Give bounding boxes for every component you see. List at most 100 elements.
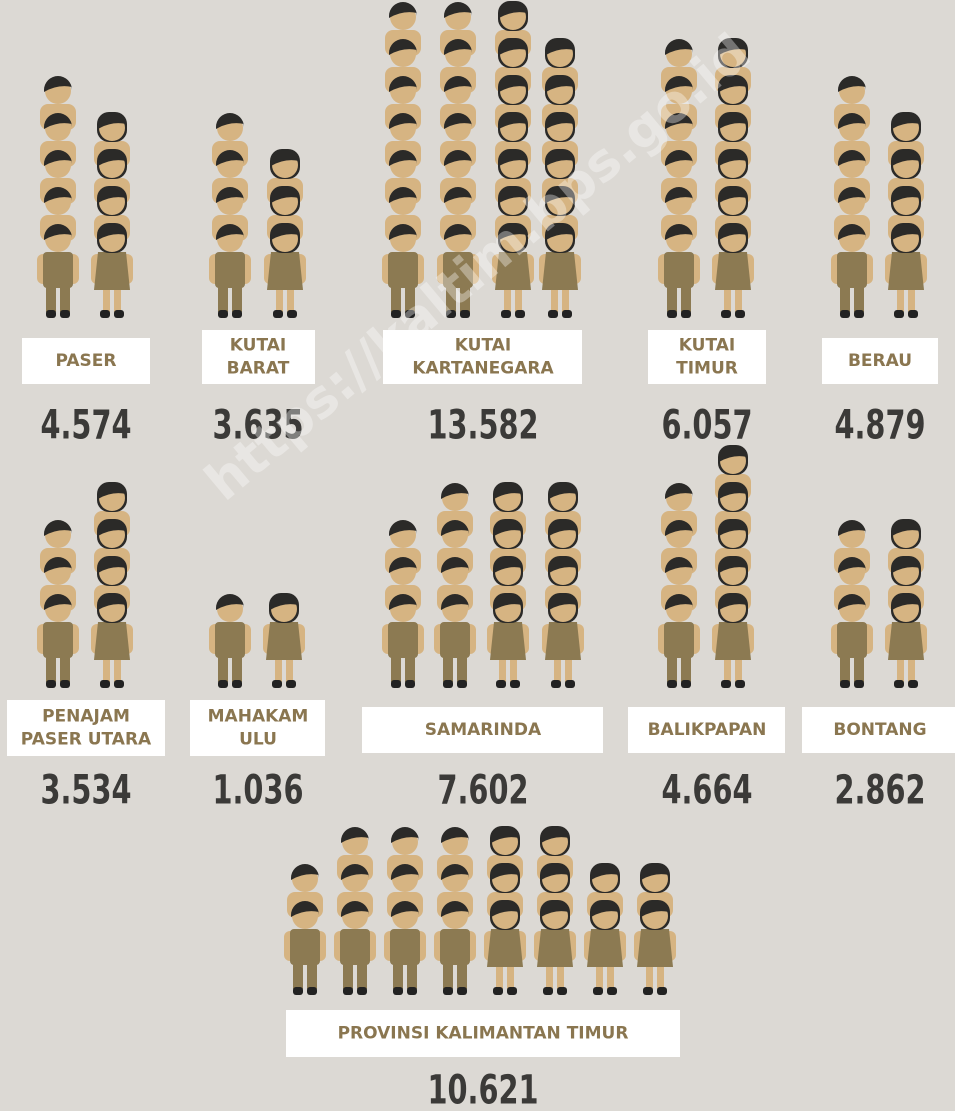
infographic: PASER4.574KUTAIBARAT3.635KUTAIKARTANEGAR… <box>0 0 955 1111</box>
dress <box>587 929 623 967</box>
shirt <box>215 252 245 288</box>
leg <box>232 656 242 682</box>
region-name: PASER <box>55 351 116 371</box>
region-value: 6.057 <box>661 403 752 449</box>
leg <box>507 967 514 989</box>
leg <box>443 963 453 989</box>
dress <box>267 252 303 290</box>
shoe <box>510 680 520 688</box>
shirt <box>43 252 73 288</box>
region-name: ULU <box>239 730 277 750</box>
shoe <box>894 310 904 318</box>
leg <box>551 290 558 312</box>
shirt <box>664 622 694 658</box>
shoe <box>286 680 296 688</box>
leg <box>667 656 677 682</box>
shoe <box>443 987 453 995</box>
shirt <box>837 252 867 288</box>
region-name: KUTAI <box>679 336 735 356</box>
shirt <box>440 929 470 965</box>
shoe <box>721 680 731 688</box>
leg <box>667 286 677 312</box>
dress <box>266 622 302 660</box>
dress <box>94 622 130 660</box>
shoe <box>735 310 745 318</box>
leg <box>596 967 603 989</box>
shoe <box>735 680 745 688</box>
region-value: 7.602 <box>437 768 528 814</box>
leg <box>114 290 121 312</box>
shoe <box>60 310 70 318</box>
shoe <box>493 987 503 995</box>
shoe <box>507 987 517 995</box>
leg <box>657 967 664 989</box>
region-value: 4.574 <box>40 403 131 449</box>
shoe <box>667 310 677 318</box>
shoe <box>501 310 511 318</box>
leg <box>735 290 742 312</box>
shoe <box>496 680 506 688</box>
leg <box>60 286 70 312</box>
shoe <box>443 680 453 688</box>
region-name: BALIKPAPAN <box>648 720 767 740</box>
figure <box>831 76 873 318</box>
shoe <box>607 987 617 995</box>
dress <box>542 252 578 290</box>
leg <box>499 660 506 682</box>
leg <box>897 290 904 312</box>
leg <box>343 963 353 989</box>
leg <box>293 963 303 989</box>
leg <box>681 656 691 682</box>
leg <box>897 660 904 682</box>
shoe <box>854 310 864 318</box>
shoe <box>721 310 731 318</box>
figure <box>382 2 424 318</box>
shoe <box>593 987 603 995</box>
shoe <box>405 680 415 688</box>
leg <box>908 290 915 312</box>
leg <box>724 290 731 312</box>
background <box>0 0 955 1111</box>
leg <box>103 290 110 312</box>
shoe <box>114 310 124 318</box>
shoe <box>272 680 282 688</box>
shoe <box>657 987 667 995</box>
shoe <box>457 987 467 995</box>
leg <box>724 660 731 682</box>
leg <box>275 660 282 682</box>
dress <box>537 929 573 967</box>
shoe <box>46 310 56 318</box>
region-name: KARTANEGARA <box>412 359 554 379</box>
leg <box>307 963 317 989</box>
region-name: KUTAI <box>230 336 286 356</box>
figure <box>712 445 754 688</box>
region-name: BARAT <box>227 359 290 379</box>
shirt <box>340 929 370 965</box>
leg <box>46 286 56 312</box>
region-name: SAMARINDA <box>425 720 542 740</box>
shoe <box>393 987 403 995</box>
shoe <box>894 680 904 688</box>
shoe <box>667 680 677 688</box>
region-value: 3.534 <box>40 768 131 814</box>
shirt <box>837 622 867 658</box>
leg <box>735 660 742 682</box>
leg <box>391 656 401 682</box>
shirt <box>390 929 420 965</box>
leg <box>854 286 864 312</box>
leg <box>840 286 850 312</box>
dress <box>715 252 751 290</box>
leg <box>515 290 522 312</box>
region-name: BERAU <box>848 351 912 371</box>
leg <box>46 656 56 682</box>
shoe <box>565 680 575 688</box>
leg <box>457 963 467 989</box>
region-value: 1.036 <box>212 768 303 814</box>
shoe <box>218 310 228 318</box>
shoe <box>407 987 417 995</box>
dress <box>94 252 130 290</box>
shoe <box>681 680 691 688</box>
leg <box>393 963 403 989</box>
dress <box>545 622 581 660</box>
shoe <box>840 310 850 318</box>
